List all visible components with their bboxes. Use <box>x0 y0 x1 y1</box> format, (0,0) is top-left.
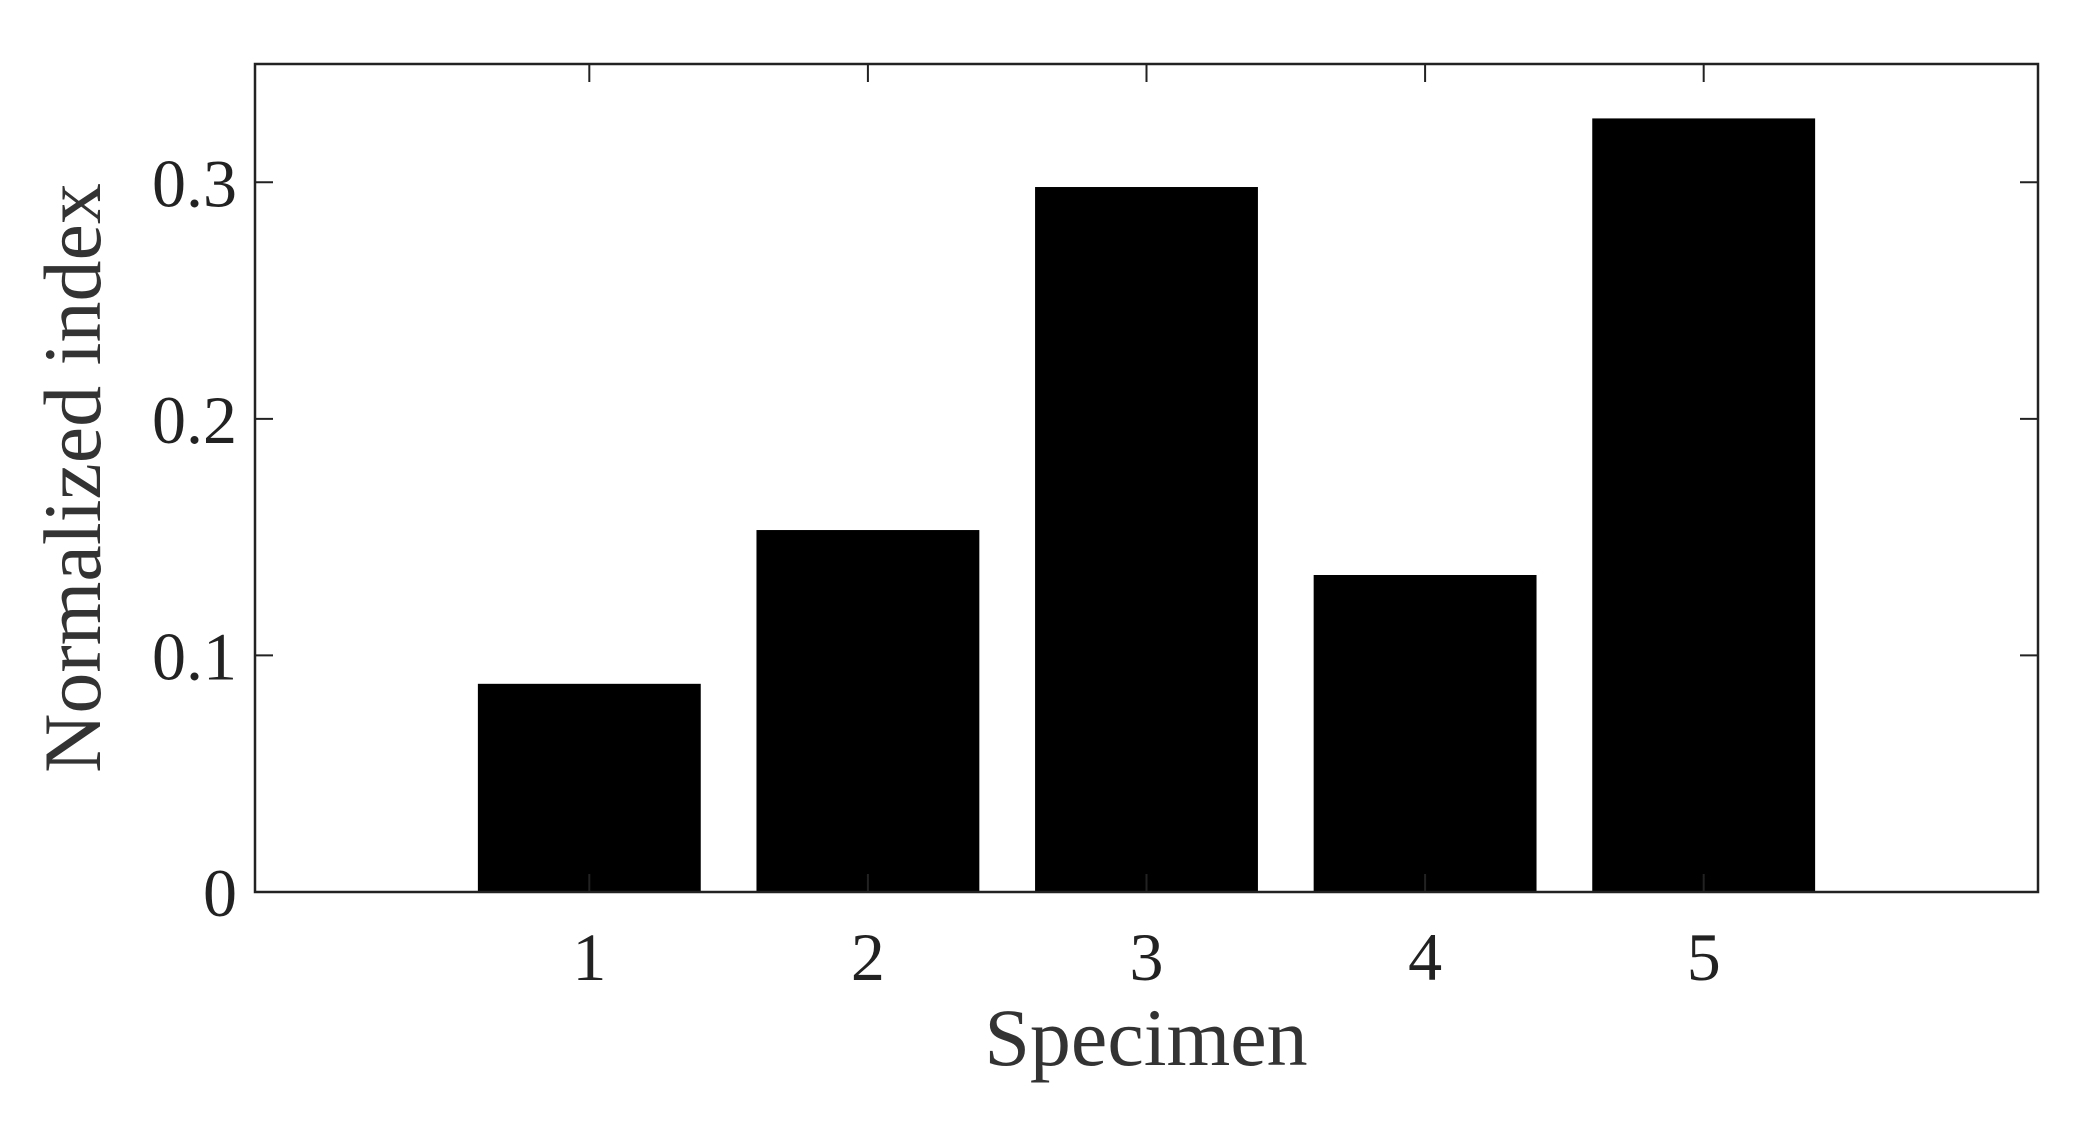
bar <box>1592 118 1816 892</box>
x-tick-label: 4 <box>1408 919 1442 995</box>
y-tick-label: 0 <box>203 855 237 931</box>
x-tick-label: 3 <box>1130 919 1164 995</box>
y-tick-label: 0.2 <box>152 382 237 458</box>
bar <box>1313 574 1537 892</box>
y-tick-label: 0.3 <box>152 145 237 221</box>
y-axis-label: Normalized index <box>27 183 118 773</box>
bar <box>1035 187 1258 892</box>
x-tick-label: 2 <box>851 919 885 995</box>
x-tick-label: 5 <box>1687 919 1721 995</box>
x-tick-label: 1 <box>572 919 606 995</box>
y-tick-label: 0.1 <box>152 618 237 694</box>
bar <box>477 683 701 892</box>
bar <box>756 530 980 892</box>
x-axis-label: Specimen <box>984 992 1307 1083</box>
